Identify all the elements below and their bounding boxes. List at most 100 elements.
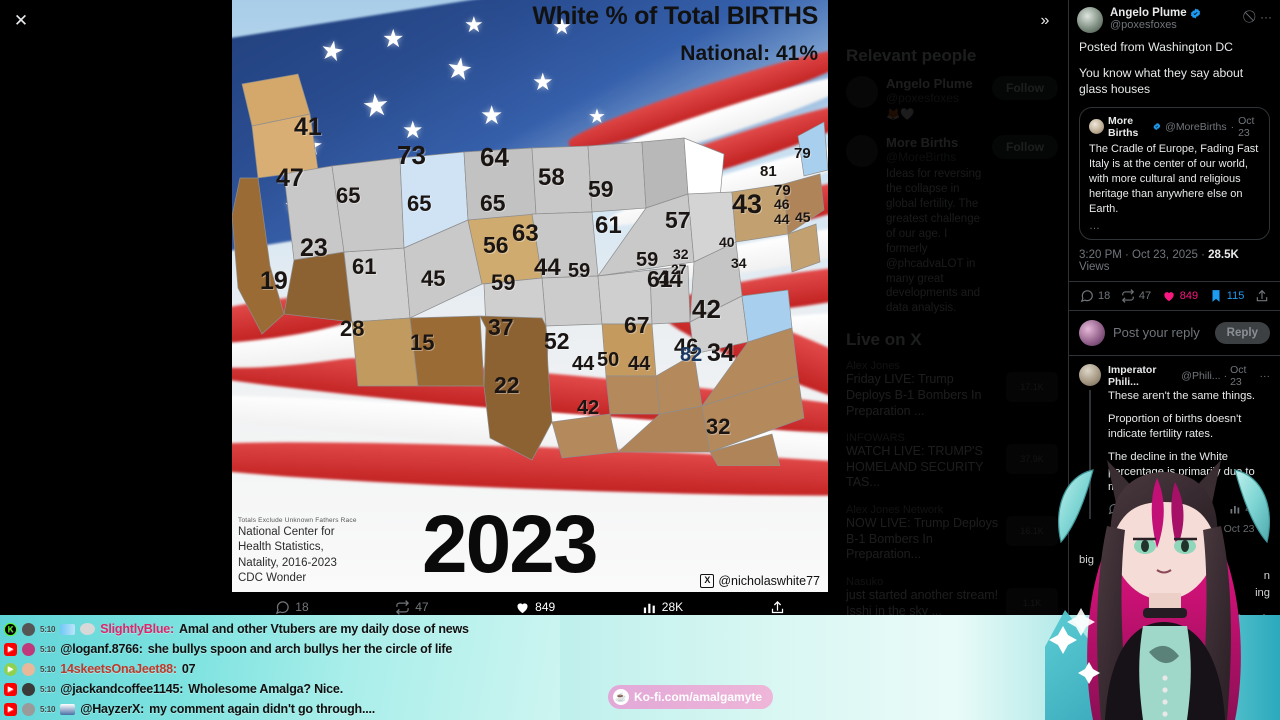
comment-item[interactable]: Imperator Phili... @Phili... · Oct 23 ··… — [1069, 356, 1280, 520]
pupil-right — [1181, 540, 1189, 552]
bookmark-icon — [1212, 289, 1220, 302]
relevant-person[interactable]: Angelo Plume @poxesfoxes 🦊🤍 Follow — [846, 76, 1058, 123]
person-bio: Ideas for reversing the collapse in glob… — [886, 167, 982, 315]
repost-button[interactable]: 47 — [395, 599, 429, 615]
chat-text: Wholesome Amalga? Nice. — [188, 682, 343, 696]
infographic-source: Totals Exclude Unknown Fathers Race Nati… — [238, 517, 357, 586]
more-options-icon[interactable]: ··· — [1260, 9, 1272, 24]
map-value-CA: 19 — [260, 267, 288, 295]
trend-item[interactable]: Alex Jones Network NOW LIVE: Trump Deplo… — [846, 504, 1058, 563]
repost-count: 47 — [415, 600, 429, 614]
avatar[interactable] — [1079, 363, 1101, 386]
reply-composer[interactable]: Post your reply Reply — [1069, 311, 1280, 356]
person-bio: 🦊🤍 — [886, 109, 915, 121]
map-value-IN: 59 — [636, 249, 659, 271]
reply-icon — [276, 600, 290, 614]
left-dark-region — [0, 0, 232, 615]
detail-repost-button[interactable]: 47 — [1121, 288, 1151, 303]
views-button[interactable]: 28K — [642, 600, 683, 615]
map-value-MI: 61 — [595, 212, 622, 239]
avatar — [1089, 119, 1104, 135]
close-icon[interactable]: ✕ — [13, 11, 29, 30]
trend-item[interactable]: Alex Jones Friday LIVE: Trump Deploys B-… — [846, 360, 1058, 419]
trend-source: Alex Jones — [846, 360, 900, 373]
map-value-TN: 50 — [597, 349, 620, 371]
chat-badge-icon — [80, 623, 96, 635]
live-on-x-title: Live on X — [846, 330, 922, 350]
reply-submit-button[interactable]: Reply — [1214, 321, 1270, 344]
detail-share-button[interactable] — [1255, 289, 1269, 303]
person-handle: @poxesfoxes — [886, 91, 959, 105]
quoted-date: Oct 23 — [1238, 114, 1255, 139]
source-line: Health Statistics, — [238, 541, 324, 554]
like-count: 849 — [535, 600, 556, 614]
map-value-MD: 32 — [673, 246, 689, 262]
infographic-image: ★ ★ ★ ★ ★ ★ ★ ★ ★ ★ ★ ★ ★ — [232, 0, 828, 592]
trend-source: Nasuko — [846, 575, 884, 588]
detail-reply-button[interactable]: 18 — [1080, 289, 1110, 303]
reply-button[interactable]: 18 — [275, 600, 309, 615]
heart-icon — [1164, 291, 1174, 301]
thread-line — [1089, 389, 1091, 520]
reply-icon — [1080, 289, 1093, 302]
like-button[interactable]: 849 — [515, 600, 555, 615]
reply-count: 18 — [295, 600, 309, 614]
map-value-NH: 79 — [774, 182, 791, 199]
map-value-ID: 65 — [336, 183, 361, 208]
chat-text: my comment again didn't go through.... — [149, 702, 376, 716]
flag-star-icon: ★ — [480, 100, 504, 130]
follow-button[interactable]: Follow — [992, 134, 1058, 159]
map-value-WI: 59 — [588, 176, 614, 202]
map-value-CO: 45 — [421, 266, 446, 291]
trend-item[interactable]: Nasuko just started another stream! Issh… — [846, 576, 1058, 619]
chat-timestamp: 5:10 — [40, 684, 56, 694]
repost-icon — [396, 599, 410, 615]
map-value-NM: 15 — [410, 330, 435, 355]
infographic-credit: X @nicholaswhite77 — [700, 574, 820, 588]
quoted-tweet[interactable]: More Births @MoreBirths · Oct 23 The Cra… — [1079, 106, 1270, 240]
outfit-inner — [1139, 626, 1191, 720]
image-lightbox[interactable]: ★ ★ ★ ★ ★ ★ ★ ★ ★ ★ ★ ★ ★ — [232, 0, 828, 592]
analytics-icon — [1230, 506, 1240, 514]
infographic-subtitle: National: 41% — [680, 42, 818, 65]
trend-item[interactable]: INFOWARS WATCH LIVE: TRUMP'S HOMELAND SE… — [846, 432, 1058, 491]
share-button[interactable] — [770, 600, 785, 615]
chat-message: ▶ 5:10 @jackandcoffee1145: Wholesome Ama… — [4, 679, 556, 699]
map-value-LA: 42 — [577, 397, 600, 419]
trend-source: INFOWARS — [846, 432, 905, 445]
tweet-author-row[interactable]: Angelo Plume @poxesfoxes ⃠ ··· — [1069, 0, 1280, 35]
reply-input[interactable]: Post your reply — [1113, 325, 1200, 341]
avatar[interactable] — [1077, 7, 1103, 33]
trend-source: Alex Jones Network — [846, 504, 944, 517]
relevant-person[interactable]: More Births @MoreBirths Ideas for revers… — [846, 134, 1058, 316]
map-value-IL: 63 — [512, 220, 539, 247]
map-value-WV-visible: 82 — [680, 344, 703, 366]
tweet-views-count: 28.5K — [1208, 248, 1239, 261]
quoted-author-name: More Births — [1108, 114, 1139, 139]
comment-author: Imperator Phili... — [1108, 363, 1157, 388]
youtube-platform-icon: ▶ — [4, 642, 17, 656]
chat-timestamp: 5:10 — [40, 664, 56, 674]
tweet-line-2: You know what they say about glass house… — [1079, 65, 1244, 97]
detail-bookmark-button[interactable]: 115 — [1209, 289, 1244, 303]
detail-like-button[interactable]: 849 — [1162, 289, 1198, 303]
map-value-VT: 81 — [760, 163, 777, 180]
chat-message: ▶ 5:10 @loganf.8766: she bullys spoon an… — [4, 639, 556, 659]
more-options-icon[interactable]: ··· — [1259, 369, 1271, 382]
map-value-AL: 44 — [628, 353, 651, 375]
us-choropleth-map: 41 47 19 23 65 61 28 73 65 45 15 64 65 5… — [232, 66, 828, 467]
chat-timestamp: 5:10 — [40, 624, 56, 634]
chat-username: @loganf.8766: — [60, 642, 143, 656]
map-value-MT: 73 — [397, 140, 426, 170]
chat-timestamp: 5:10 — [40, 704, 56, 714]
chat-text: 07 — [181, 662, 196, 676]
flag-star-icon: ★ — [402, 117, 424, 144]
kofi-banner[interactable]: ☕ Ko-fi.com/amalgamyte — [608, 685, 774, 709]
comment-p1: These aren't the same things. — [1108, 389, 1256, 402]
map-value-MS: 44 — [572, 353, 595, 375]
follow-button[interactable]: Follow — [992, 76, 1058, 100]
detail-like-count: 849 — [1179, 289, 1199, 302]
comment-handle: @Phili... — [1181, 369, 1221, 382]
chevron-right-expand-icon[interactable]: » — [1040, 12, 1050, 29]
